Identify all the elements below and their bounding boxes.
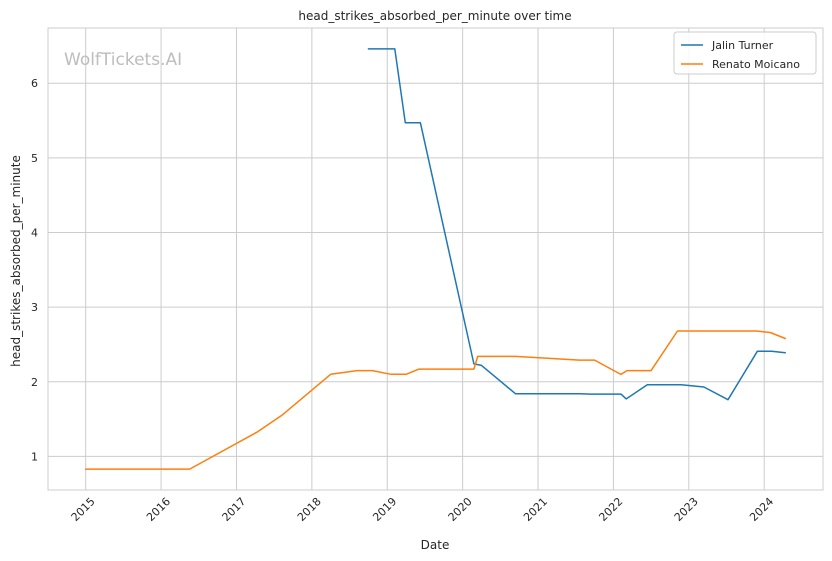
x-axis-label: Date	[421, 538, 450, 552]
y-tick-label: 4	[31, 227, 38, 240]
y-tick-label: 1	[31, 450, 38, 463]
y-tick-label: 2	[31, 376, 38, 389]
legend-label-renato-moicano: Renato Moicano	[712, 58, 800, 71]
grid	[48, 28, 823, 490]
series-line-renato-moicano	[84, 330, 787, 470]
y-axis-label: head_strikes_absorbed_per_minute	[9, 155, 23, 367]
y-tick-label: 5	[31, 152, 38, 165]
plot-area	[47, 27, 824, 491]
y-tick-label: 3	[31, 301, 38, 314]
series-line-jalin-turner	[367, 48, 787, 401]
legend-label-jalin-turner: Jalin Turner	[711, 39, 774, 52]
y-tick-label: 6	[31, 77, 38, 90]
legend-box	[673, 31, 817, 75]
tick-labels: 2015 2016 2017 2018 2019 2020 2021 2022 2023 2024…	[31, 77, 776, 524]
series-group	[84, 48, 787, 470]
chart-title: head_strikes_absorbed_per_minute over ti…	[298, 9, 571, 23]
legend: Jalin Turner Renato Moicano	[673, 31, 817, 75]
watermark-text: WolfTickets.AI	[64, 50, 182, 70]
